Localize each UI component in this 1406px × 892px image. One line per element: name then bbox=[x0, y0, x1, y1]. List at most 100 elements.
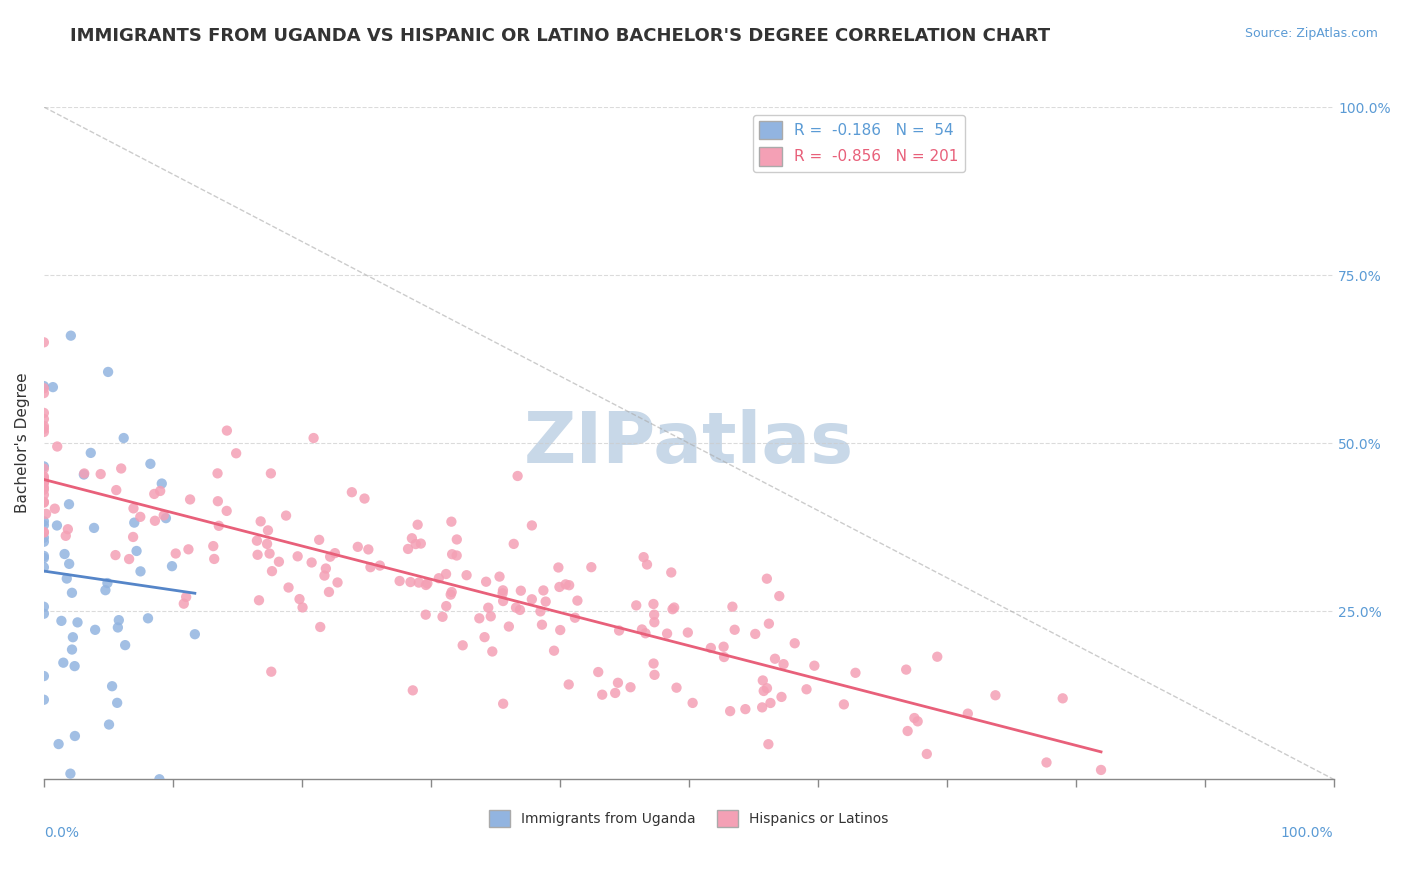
Text: Source: ZipAtlas.com: Source: ZipAtlas.com bbox=[1244, 27, 1378, 40]
Point bbox=[225, 446, 247, 460]
Point bbox=[548, 623, 571, 637]
Point bbox=[247, 593, 270, 607]
Point bbox=[534, 594, 557, 608]
Point bbox=[529, 604, 551, 618]
Point bbox=[73, 467, 96, 482]
Point bbox=[440, 515, 463, 529]
Point bbox=[260, 564, 283, 578]
Point bbox=[415, 578, 437, 592]
Point bbox=[468, 611, 491, 625]
Point bbox=[506, 469, 529, 483]
Point bbox=[554, 577, 576, 591]
Point bbox=[434, 599, 457, 613]
Point bbox=[44, 501, 66, 516]
Point bbox=[665, 681, 688, 695]
Point bbox=[643, 657, 665, 671]
Point bbox=[607, 624, 630, 638]
Point bbox=[129, 565, 152, 579]
Point bbox=[475, 574, 498, 589]
Point bbox=[32, 386, 55, 401]
Point bbox=[586, 665, 609, 679]
Point bbox=[474, 630, 496, 644]
Point bbox=[94, 583, 117, 598]
Point bbox=[58, 557, 80, 571]
Point bbox=[208, 518, 231, 533]
Point bbox=[492, 594, 515, 608]
Point bbox=[149, 483, 172, 498]
Point bbox=[734, 702, 756, 716]
Point bbox=[388, 574, 411, 588]
Point bbox=[353, 491, 375, 506]
Point bbox=[207, 467, 229, 481]
Point bbox=[32, 475, 55, 490]
Point bbox=[956, 706, 979, 721]
Point bbox=[52, 656, 75, 670]
Point bbox=[441, 547, 464, 561]
Point bbox=[32, 335, 55, 350]
Point bbox=[32, 534, 55, 549]
Point bbox=[634, 626, 657, 640]
Point bbox=[62, 630, 84, 644]
Point bbox=[758, 737, 780, 751]
Point bbox=[591, 688, 613, 702]
Point bbox=[1052, 691, 1074, 706]
Point bbox=[42, 380, 65, 394]
Point bbox=[768, 589, 790, 603]
Point bbox=[257, 524, 280, 538]
Point bbox=[32, 422, 55, 436]
Point bbox=[129, 509, 152, 524]
Point bbox=[246, 533, 269, 548]
Point bbox=[1090, 763, 1112, 777]
Point bbox=[267, 555, 290, 569]
Text: 0.0%: 0.0% bbox=[44, 826, 79, 840]
Legend: Immigrants from Uganda, Hispanics or Latinos: Immigrants from Uganda, Hispanics or Lat… bbox=[484, 805, 894, 833]
Point bbox=[844, 665, 866, 680]
Point bbox=[32, 381, 55, 395]
Point bbox=[440, 585, 463, 599]
Point bbox=[60, 586, 83, 600]
Point bbox=[73, 467, 96, 481]
Point bbox=[32, 475, 55, 489]
Point bbox=[84, 623, 107, 637]
Point bbox=[32, 469, 55, 483]
Point bbox=[51, 614, 73, 628]
Point bbox=[1035, 756, 1057, 770]
Point bbox=[32, 475, 55, 490]
Point bbox=[184, 627, 207, 641]
Point bbox=[256, 537, 278, 551]
Point bbox=[122, 501, 145, 516]
Point bbox=[509, 583, 531, 598]
Point bbox=[309, 620, 332, 634]
Point bbox=[713, 640, 735, 654]
Point bbox=[32, 518, 55, 533]
Point bbox=[32, 560, 55, 574]
Point bbox=[32, 669, 55, 683]
Point bbox=[32, 419, 55, 434]
Point bbox=[440, 588, 463, 602]
Point bbox=[32, 471, 55, 485]
Point bbox=[101, 679, 124, 693]
Point bbox=[481, 644, 503, 658]
Point bbox=[114, 638, 136, 652]
Point bbox=[48, 737, 70, 751]
Point bbox=[340, 485, 363, 500]
Point bbox=[915, 747, 938, 761]
Point bbox=[105, 696, 128, 710]
Point bbox=[796, 682, 818, 697]
Point bbox=[713, 650, 735, 665]
Point bbox=[783, 636, 806, 650]
Point bbox=[32, 488, 55, 502]
Point bbox=[46, 518, 69, 533]
Point bbox=[897, 724, 920, 739]
Point bbox=[32, 474, 55, 488]
Point bbox=[498, 619, 520, 633]
Point bbox=[756, 681, 779, 696]
Point bbox=[315, 561, 337, 575]
Point bbox=[896, 663, 918, 677]
Point bbox=[291, 600, 314, 615]
Point bbox=[718, 704, 741, 718]
Point bbox=[477, 600, 499, 615]
Point bbox=[357, 542, 380, 557]
Point bbox=[368, 558, 391, 573]
Point bbox=[633, 550, 655, 565]
